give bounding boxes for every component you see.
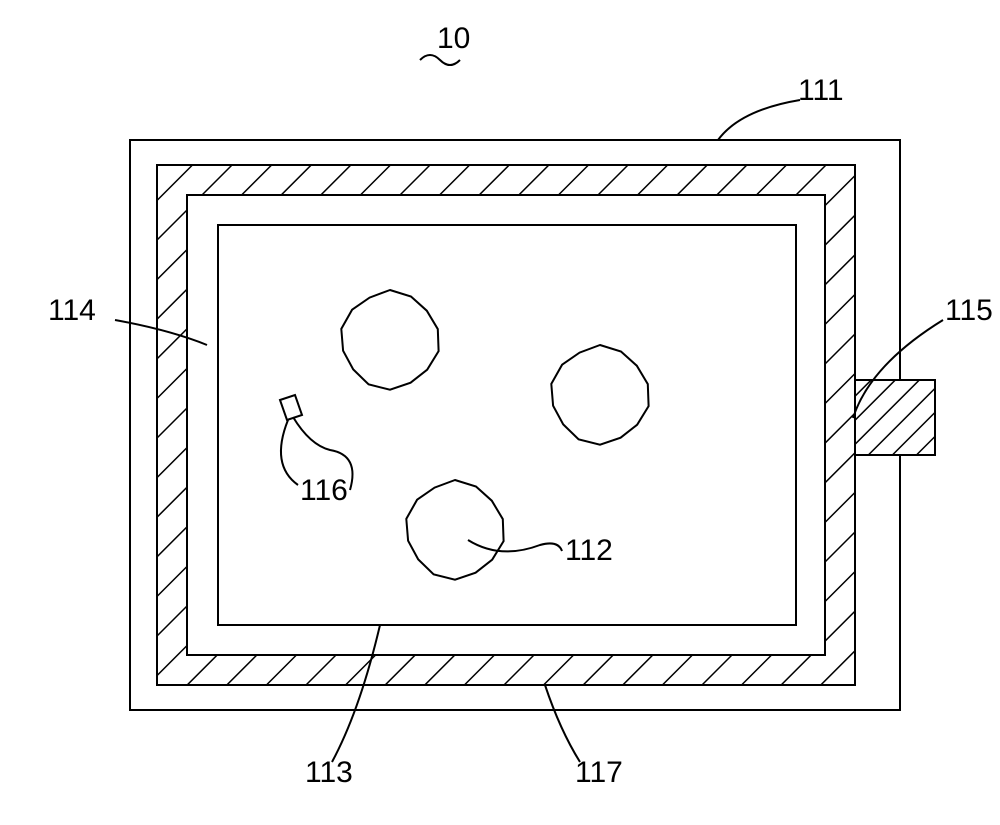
label-112: 112 bbox=[565, 534, 613, 567]
right-hatched-block bbox=[855, 380, 935, 455]
label-116: 116 bbox=[300, 474, 348, 507]
figure-number: 10 bbox=[437, 22, 470, 55]
label-117: 117 bbox=[575, 756, 623, 789]
label-113: 113 bbox=[305, 756, 353, 789]
label-115: 115 bbox=[945, 294, 993, 327]
label-111: 111 bbox=[798, 74, 844, 107]
technical-diagram: 10 111 114 115 116 112 113 117 bbox=[0, 0, 1000, 825]
label-114: 114 bbox=[48, 294, 96, 327]
